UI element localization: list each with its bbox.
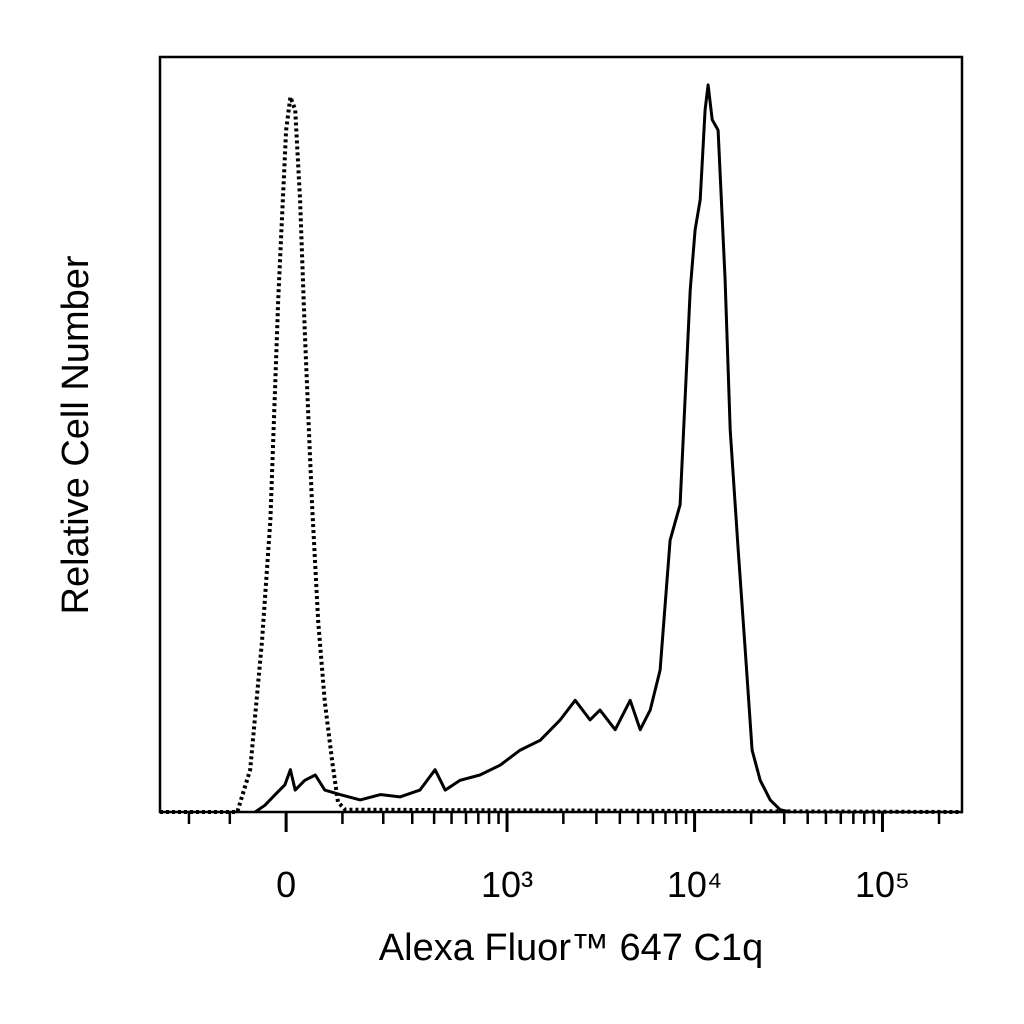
x-tick-label: 10⁵	[855, 864, 910, 905]
x-tick-label: 10³	[481, 864, 533, 905]
histogram-dotted	[160, 95, 963, 814]
x-tick-label: 10⁴	[667, 864, 723, 905]
x-tick-label: 0	[276, 864, 296, 905]
x-axis-label: Alexa Fluor™ 647 C1q	[379, 927, 763, 969]
histogram-solid	[254, 83, 791, 814]
plot-frame	[158, 55, 964, 814]
y-axis-label: Relative Cell Number	[55, 255, 97, 614]
